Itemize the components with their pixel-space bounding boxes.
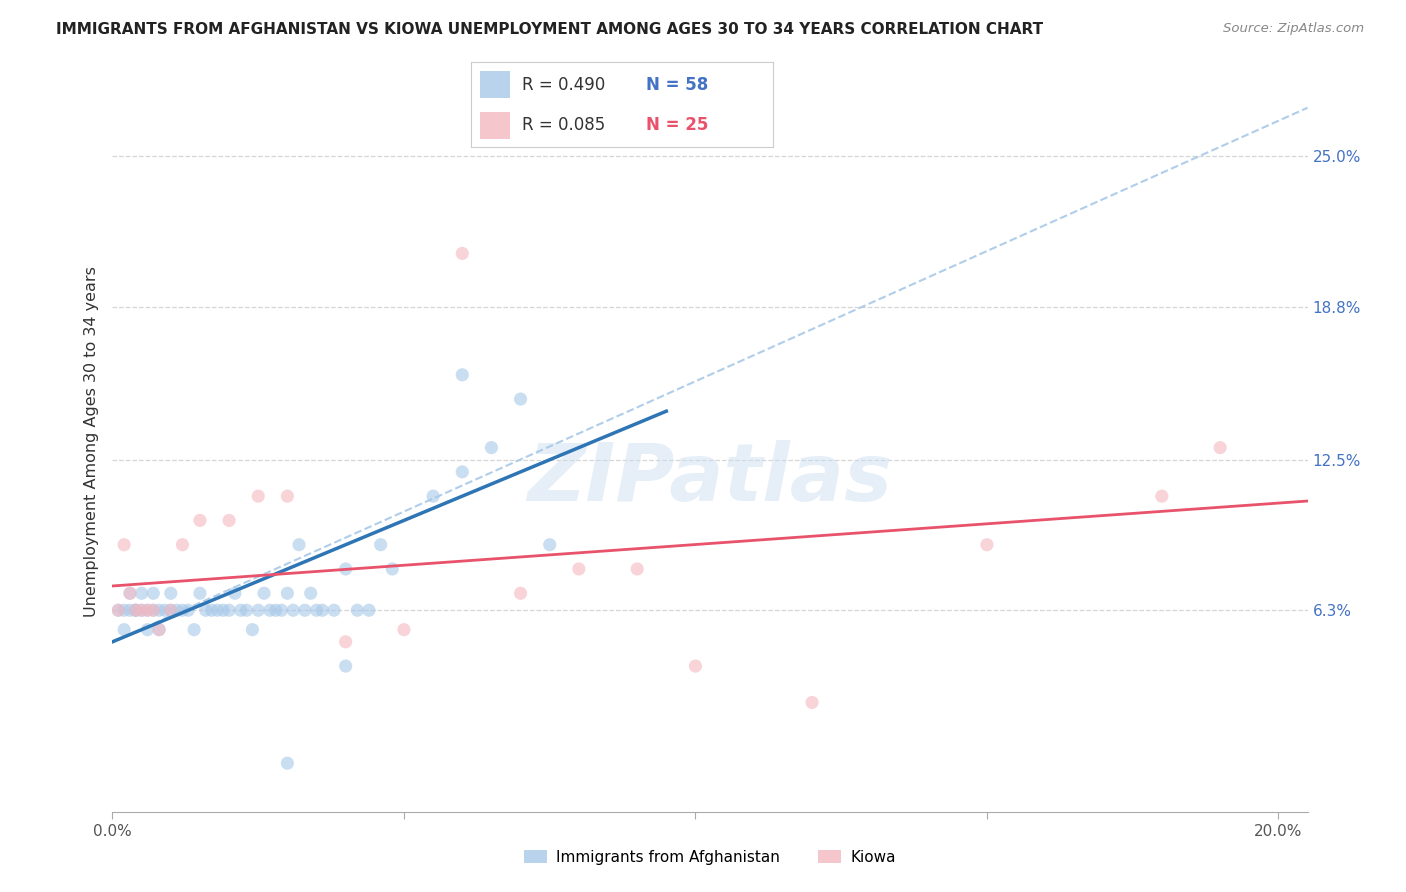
Point [276, 586, 298, 600]
Point [118, 586, 141, 600]
Point [218, 603, 240, 617]
Point [188, 586, 211, 600]
Point [177, 603, 200, 617]
Point [142, 586, 165, 600]
Point [125, 603, 148, 617]
Point [200, 603, 222, 617]
Text: R = 0.490: R = 0.490 [523, 77, 606, 95]
Point [335, 635, 357, 649]
Text: Source: ZipAtlas.com: Source: ZipAtlas.com [1223, 22, 1364, 36]
Text: IMMIGRANTS FROM AFGHANISTAN VS KIOWA UNEMPLOYMENT AMONG AGES 30 TO 34 YEARS CORR: IMMIGRANTS FROM AFGHANISTAN VS KIOWA UNE… [56, 22, 1043, 37]
Point [166, 603, 188, 617]
Point [131, 586, 153, 600]
Point [247, 489, 270, 503]
Point [107, 603, 129, 617]
Point [422, 489, 444, 503]
Point [112, 623, 135, 637]
Point [259, 603, 281, 617]
Point [370, 538, 392, 552]
Text: N = 25: N = 25 [647, 116, 709, 134]
Text: R = 0.085: R = 0.085 [523, 116, 606, 134]
Point [142, 603, 165, 617]
Point [346, 603, 368, 617]
Point [153, 603, 176, 617]
Point [148, 603, 170, 617]
Point [276, 489, 298, 503]
Point [335, 659, 357, 673]
Point [288, 538, 311, 552]
Point [142, 603, 165, 617]
Legend: Immigrants from Afghanistan, Kiowa: Immigrants from Afghanistan, Kiowa [517, 844, 903, 871]
Point [188, 513, 211, 527]
Point [194, 603, 217, 617]
Point [107, 603, 129, 617]
Point [136, 603, 159, 617]
Point [294, 603, 316, 617]
Point [509, 392, 531, 406]
Point [538, 538, 561, 552]
Point [131, 603, 153, 617]
Point [568, 562, 591, 576]
Text: N = 58: N = 58 [647, 77, 709, 95]
Point [218, 513, 240, 527]
Point [112, 538, 135, 552]
Point [270, 603, 292, 617]
Point [481, 441, 503, 455]
Point [626, 562, 648, 576]
Point [112, 603, 135, 617]
Point [264, 603, 287, 617]
Point [253, 586, 276, 600]
Y-axis label: Unemployment Among Ages 30 to 34 years: Unemployment Among Ages 30 to 34 years [83, 266, 98, 617]
Point [381, 562, 404, 576]
Point [392, 623, 415, 637]
Point [224, 586, 246, 600]
Point [172, 538, 194, 552]
Point [335, 562, 357, 576]
Point [299, 586, 322, 600]
Bar [479, 112, 510, 139]
Point [357, 603, 380, 617]
Point [172, 603, 194, 617]
Point [276, 756, 298, 771]
Point [118, 603, 141, 617]
Point [136, 623, 159, 637]
Point [451, 368, 474, 382]
Point [235, 603, 257, 617]
Point [207, 603, 229, 617]
Point [229, 603, 252, 617]
Point [685, 659, 707, 673]
Point [212, 603, 235, 617]
Point [159, 603, 181, 617]
Point [125, 603, 148, 617]
Bar [479, 71, 510, 98]
Text: ZIPatlas: ZIPatlas [527, 440, 893, 517]
Point [451, 465, 474, 479]
Point [183, 623, 205, 637]
Point [509, 586, 531, 600]
Point [242, 623, 264, 637]
Point [1150, 489, 1173, 503]
Point [247, 603, 270, 617]
Point [323, 603, 346, 617]
Point [283, 603, 305, 617]
Point [1209, 441, 1232, 455]
Point [311, 603, 333, 617]
Point [125, 603, 148, 617]
Point [801, 696, 824, 710]
Point [148, 623, 170, 637]
Point [159, 603, 181, 617]
Point [136, 603, 159, 617]
Point [976, 538, 998, 552]
Point [148, 623, 170, 637]
Point [451, 246, 474, 260]
Point [305, 603, 328, 617]
Point [118, 586, 141, 600]
Point [131, 603, 153, 617]
Point [159, 586, 181, 600]
